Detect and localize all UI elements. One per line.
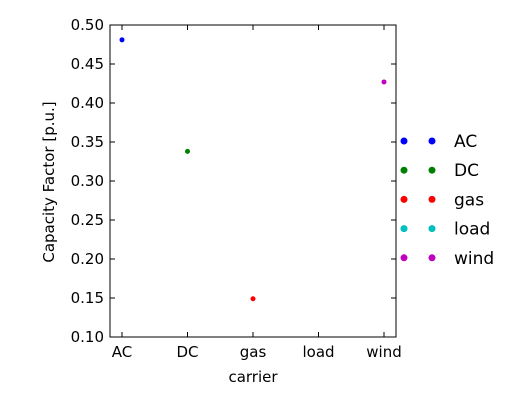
x-tick-label: load <box>302 343 334 361</box>
legend-label: load <box>454 220 490 240</box>
y-axis-label: Capacity Factor [p.u.] <box>40 101 58 262</box>
legend-marker <box>400 225 408 233</box>
data-point-gas <box>250 296 256 302</box>
data-point-AC <box>119 37 125 43</box>
data-point-wind <box>381 79 387 85</box>
y-tick-label: 0.45 <box>71 55 104 73</box>
legend-marker <box>400 137 408 145</box>
legend-item-DC: DC <box>400 161 479 181</box>
legend-label: wind <box>454 249 494 269</box>
legend-marker <box>400 166 408 174</box>
legend-marker <box>400 195 408 203</box>
legend-label: AC <box>454 132 477 152</box>
x-tick-label: AC <box>112 343 132 361</box>
y-tick-label: 0.40 <box>71 94 104 112</box>
legend-item-wind: wind <box>400 249 494 269</box>
plot-border <box>109 24 397 338</box>
legend-label: gas <box>454 190 484 210</box>
x-tick-label: gas <box>240 343 267 361</box>
x-tick-label: wind <box>366 343 401 361</box>
legend-marker <box>428 166 436 174</box>
legend-item-load: load <box>400 220 490 240</box>
x-axis-ticks: AC DC gas load wind <box>112 25 402 361</box>
y-tick-label: 0.50 <box>71 16 104 34</box>
y-tick-label: 0.15 <box>71 289 104 307</box>
y-tick-label: 0.25 <box>71 211 104 229</box>
x-axis-label: carrier <box>228 368 278 386</box>
legend-marker <box>428 137 436 145</box>
legend-marker <box>428 225 436 233</box>
legend-marker <box>428 254 436 262</box>
y-tick-label: 0.35 <box>71 133 104 151</box>
y-axis-ticks: 0.10 0.15 0.20 0.25 0.30 0.35 0.40 0.45 0.50 <box>71 16 396 346</box>
legend-marker <box>428 195 436 203</box>
data-points <box>119 37 387 302</box>
y-tick-label: 0.20 <box>71 250 104 268</box>
data-point-DC <box>185 148 190 154</box>
legend: AC DC gas load wind <box>400 132 494 269</box>
plot-frame <box>109 24 397 338</box>
legend-item-AC: AC <box>400 132 477 152</box>
legend-label: DC <box>454 161 479 181</box>
y-tick-label: 0.10 <box>71 328 104 346</box>
x-tick-label: DC <box>176 343 198 361</box>
legend-marker <box>400 254 408 262</box>
y-tick-label: 0.30 <box>71 172 104 190</box>
legend-item-gas: gas <box>400 190 484 210</box>
